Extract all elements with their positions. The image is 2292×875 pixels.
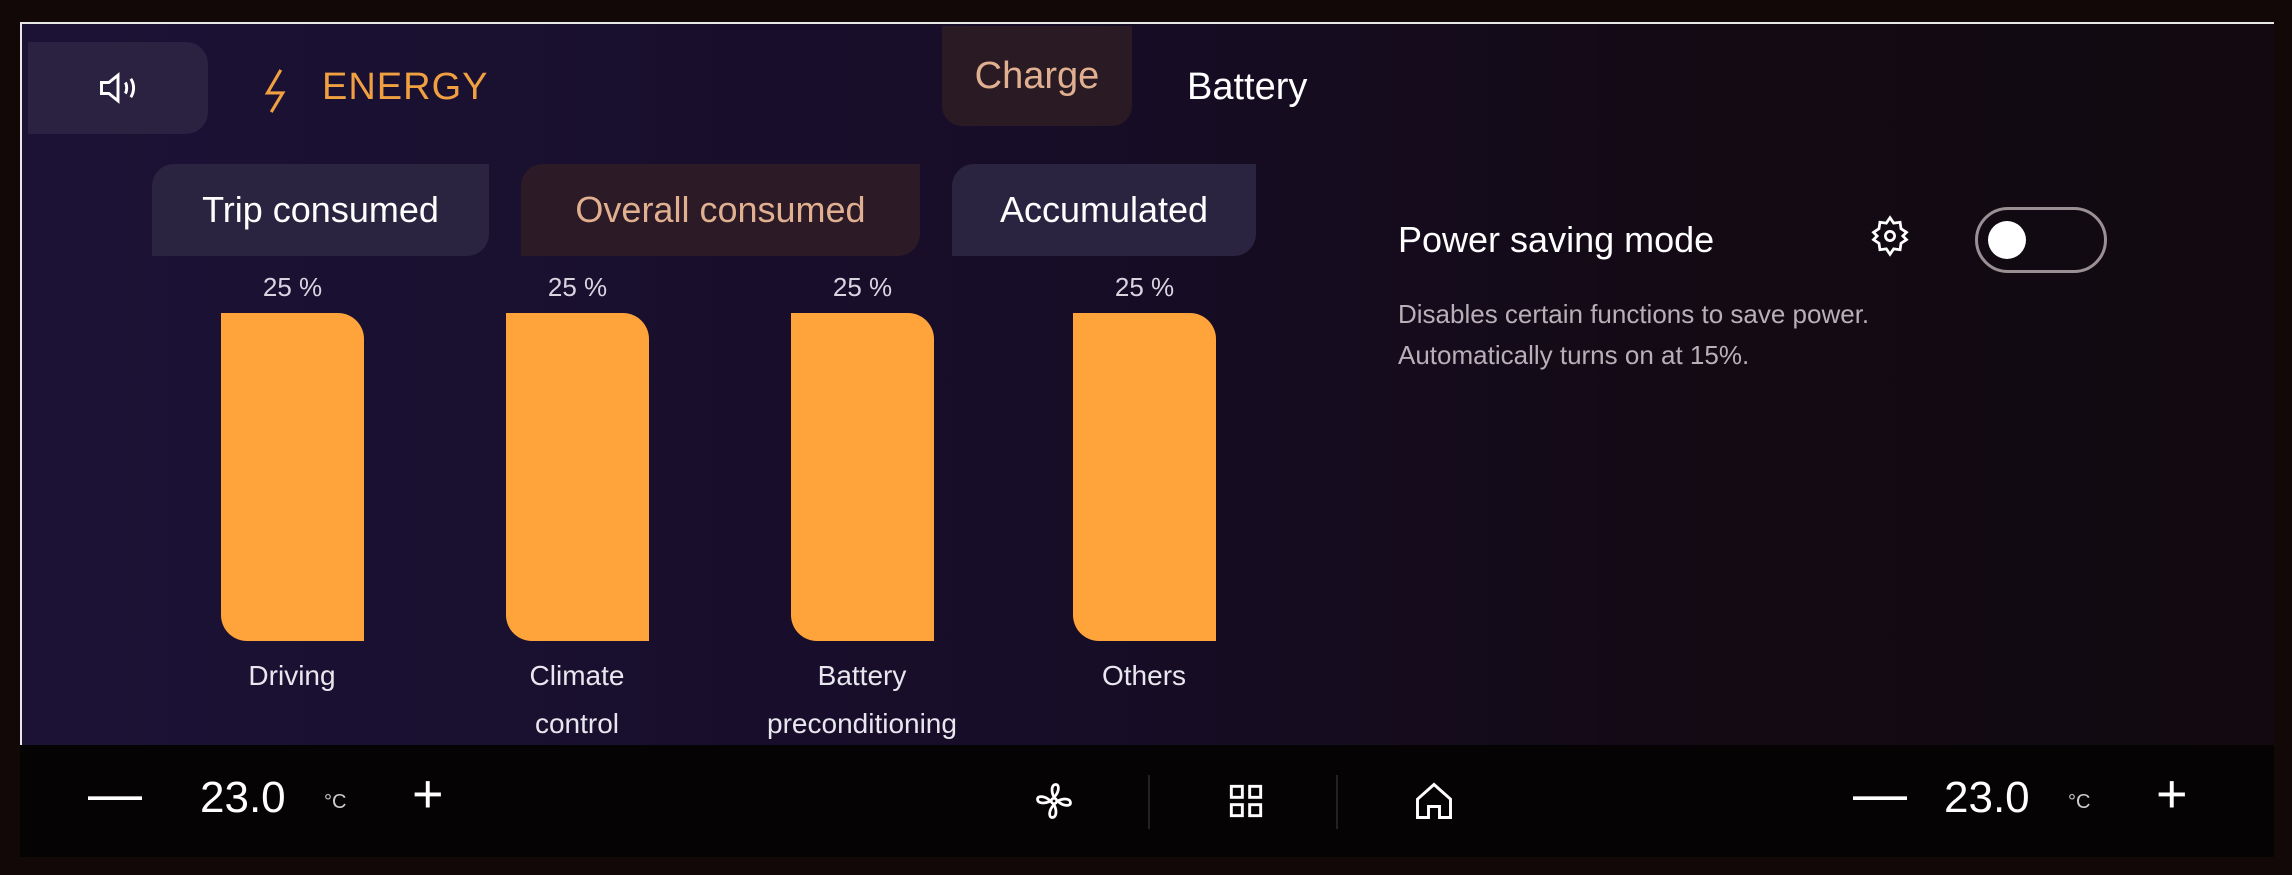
category-label: Driving — [248, 660, 336, 691]
right-temp-unit: °C — [2068, 791, 2091, 813]
bar-value-label: 25 % — [832, 272, 893, 302]
divider — [1336, 775, 1338, 829]
fan-icon[interactable] — [1032, 779, 1076, 823]
subtab-overall-consumed[interactable]: Overall consumed — [521, 164, 920, 256]
bar-climate-control — [506, 313, 649, 641]
bar-others — [1073, 313, 1216, 641]
left-temp-increase-button[interactable]: + — [412, 764, 444, 824]
power-saving-description-2: Automatically turns on at 15%. — [1398, 340, 1750, 370]
climate-bar: — 23.0 °C + — 23.0 °C + — [20, 745, 2274, 857]
power-saving-description: Disables certain functions to save power… — [1398, 299, 1870, 329]
speaker-icon — [100, 72, 136, 104]
volume-button[interactable] — [28, 42, 208, 134]
category-label: preconditioning — [767, 708, 957, 739]
left-temp-value: 23.0 — [200, 773, 286, 822]
bar-value-label: 25 % — [262, 272, 323, 302]
gear-icon[interactable] — [1868, 214, 1912, 258]
power-saving-toggle[interactable] — [1975, 207, 2107, 273]
subtab-trip-consumed[interactable]: Trip consumed — [152, 164, 489, 256]
right-temp-decrease-button[interactable]: — — [1853, 764, 1907, 824]
energy-screen: ENERGY Charge Battery Trip consumed Over… — [20, 22, 2274, 857]
divider — [1148, 775, 1150, 829]
bar-driving — [221, 313, 364, 641]
category-label: control — [534, 708, 620, 739]
power-saving-label: Power saving mode — [1398, 219, 1715, 260]
left-temp-decrease-button[interactable]: — — [88, 764, 142, 824]
category-label: Battery — [817, 660, 907, 691]
toggle-knob — [1988, 221, 2026, 259]
page-title: ENERGY — [322, 66, 489, 108]
right-temp-value: 23.0 — [1944, 773, 2030, 822]
category-label: Others — [1101, 660, 1187, 691]
apps-grid-icon[interactable] — [1224, 779, 1268, 823]
tab-charge[interactable]: Charge — [942, 26, 1132, 126]
left-temp-unit: °C — [324, 791, 347, 813]
subtab-accumulated[interactable]: Accumulated — [952, 164, 1256, 256]
bar-battery-preconditioning — [791, 313, 934, 641]
home-icon[interactable] — [1412, 779, 1456, 823]
tab-battery[interactable]: Battery — [1187, 66, 1308, 108]
bar-value-label: 25 % — [547, 272, 608, 302]
right-temp-increase-button[interactable]: + — [2156, 764, 2188, 824]
bar-value-label: 25 % — [1114, 272, 1175, 302]
category-label: Climate — [529, 660, 625, 691]
lightning-icon — [264, 69, 286, 113]
